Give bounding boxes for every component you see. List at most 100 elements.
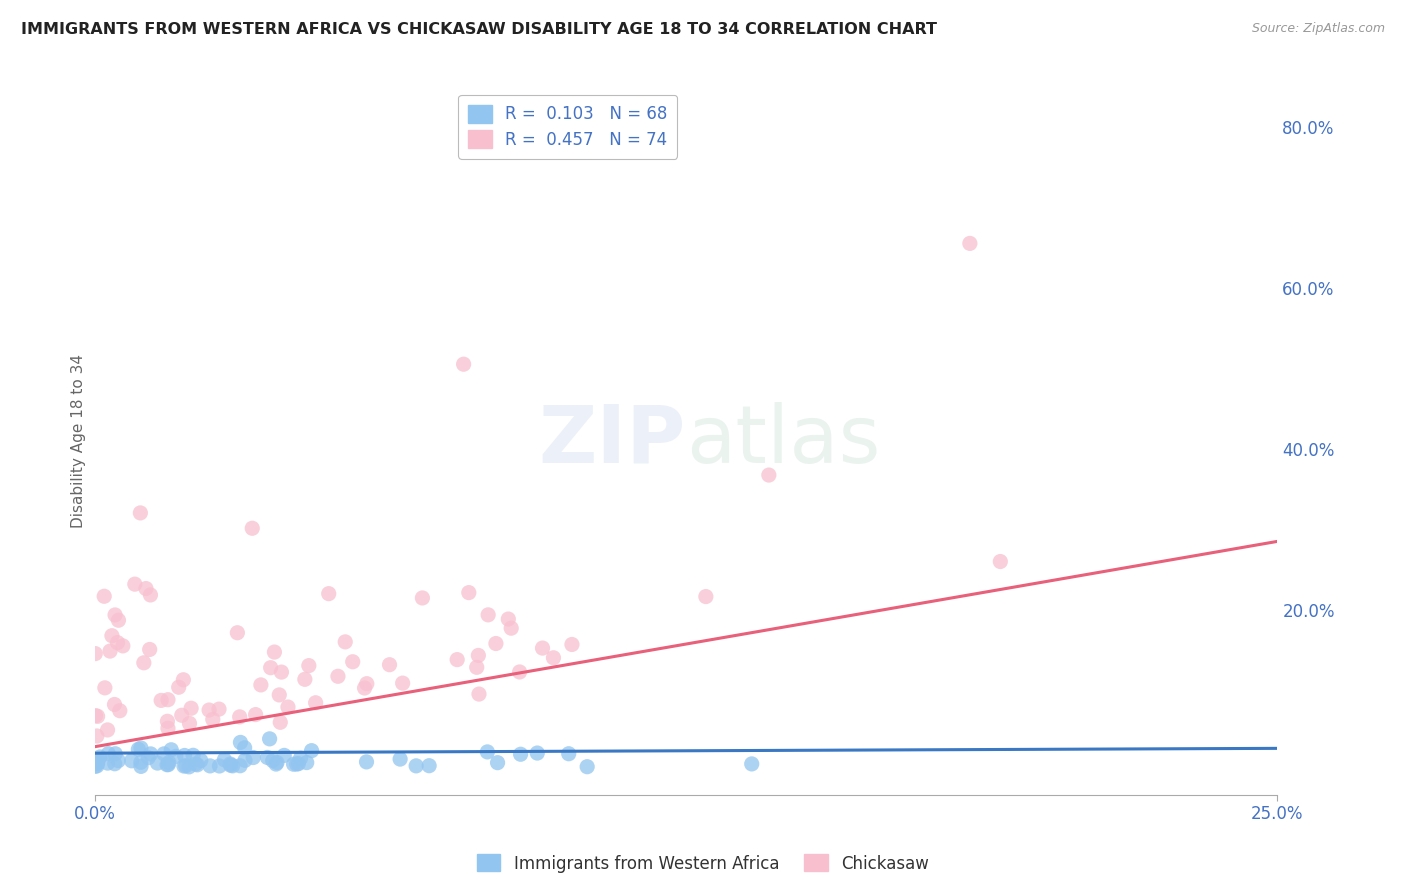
Point <box>208 702 231 716</box>
Point <box>173 748 195 763</box>
Point <box>228 710 250 724</box>
Point <box>561 638 583 652</box>
Point <box>411 591 433 605</box>
Point <box>86 754 108 768</box>
Point <box>531 641 554 656</box>
Point <box>283 757 305 772</box>
Point <box>353 681 375 695</box>
Point <box>129 506 152 520</box>
Point <box>501 621 523 635</box>
Point <box>290 751 312 765</box>
Point <box>335 635 357 649</box>
Point <box>356 755 378 769</box>
Point <box>111 639 134 653</box>
Point <box>156 721 179 735</box>
Text: atlas: atlas <box>686 401 880 480</box>
Point <box>262 754 284 768</box>
Point <box>84 647 107 661</box>
Point <box>104 607 127 622</box>
Point <box>285 757 308 772</box>
Point <box>298 658 321 673</box>
Point <box>294 673 316 687</box>
Point <box>84 759 107 773</box>
Point <box>89 750 111 764</box>
Point <box>467 648 489 663</box>
Point <box>157 757 180 772</box>
Legend: Immigrants from Western Africa, Chickasaw: Immigrants from Western Africa, Chickasa… <box>471 847 935 880</box>
Point <box>104 747 127 761</box>
Point <box>97 747 120 761</box>
Point <box>988 555 1011 569</box>
Point <box>129 741 152 756</box>
Point <box>94 681 117 695</box>
Point <box>150 693 173 707</box>
Point <box>263 645 285 659</box>
Point <box>165 749 187 764</box>
Point <box>129 756 152 770</box>
Point <box>453 357 475 371</box>
Point <box>108 704 131 718</box>
Point <box>391 676 413 690</box>
Point <box>226 625 249 640</box>
Point <box>260 661 283 675</box>
Point <box>107 754 129 768</box>
Point <box>121 754 143 768</box>
Point <box>498 612 520 626</box>
Point <box>156 714 179 729</box>
Point <box>138 642 160 657</box>
Point <box>477 607 499 622</box>
Point <box>229 735 252 749</box>
Point <box>86 759 108 773</box>
Point <box>170 708 193 723</box>
Point <box>959 236 981 251</box>
Point <box>135 582 157 596</box>
Point <box>741 756 763 771</box>
Point <box>139 588 162 602</box>
Point <box>229 758 252 772</box>
Point <box>509 747 531 762</box>
Point <box>264 757 287 772</box>
Point <box>273 748 295 763</box>
Point <box>174 758 197 772</box>
Point <box>179 716 201 731</box>
Point <box>695 590 717 604</box>
Point <box>84 708 107 723</box>
Point <box>326 669 349 683</box>
Point <box>446 652 468 666</box>
Point <box>160 743 183 757</box>
Point <box>132 656 155 670</box>
Point <box>186 757 208 772</box>
Point <box>526 746 548 760</box>
Point <box>153 747 176 761</box>
Point <box>181 748 204 763</box>
Text: Source: ZipAtlas.com: Source: ZipAtlas.com <box>1251 22 1385 36</box>
Point <box>156 692 179 706</box>
Point <box>198 759 221 773</box>
Point <box>245 707 267 722</box>
Point <box>342 655 364 669</box>
Point <box>172 673 194 687</box>
Point <box>86 756 108 770</box>
Point <box>256 750 278 764</box>
Point <box>233 753 256 767</box>
Point <box>198 703 221 717</box>
Point <box>221 759 243 773</box>
Point <box>477 745 499 759</box>
Point <box>486 756 509 770</box>
Point <box>103 698 125 712</box>
Point <box>318 587 340 601</box>
Point <box>233 740 256 755</box>
Text: IMMIGRANTS FROM WESTERN AFRICA VS CHICKASAW DISABILITY AGE 18 TO 34 CORRELATION : IMMIGRANTS FROM WESTERN AFRICA VS CHICKA… <box>21 22 936 37</box>
Point <box>190 754 212 768</box>
Point <box>127 742 149 756</box>
Point <box>240 521 263 535</box>
Point <box>86 756 108 771</box>
Point <box>277 700 299 714</box>
Point <box>259 731 281 746</box>
Point <box>180 701 202 715</box>
Point <box>139 747 162 761</box>
Point <box>266 756 288 770</box>
Point <box>269 688 291 702</box>
Point <box>136 750 159 764</box>
Point <box>418 758 440 772</box>
